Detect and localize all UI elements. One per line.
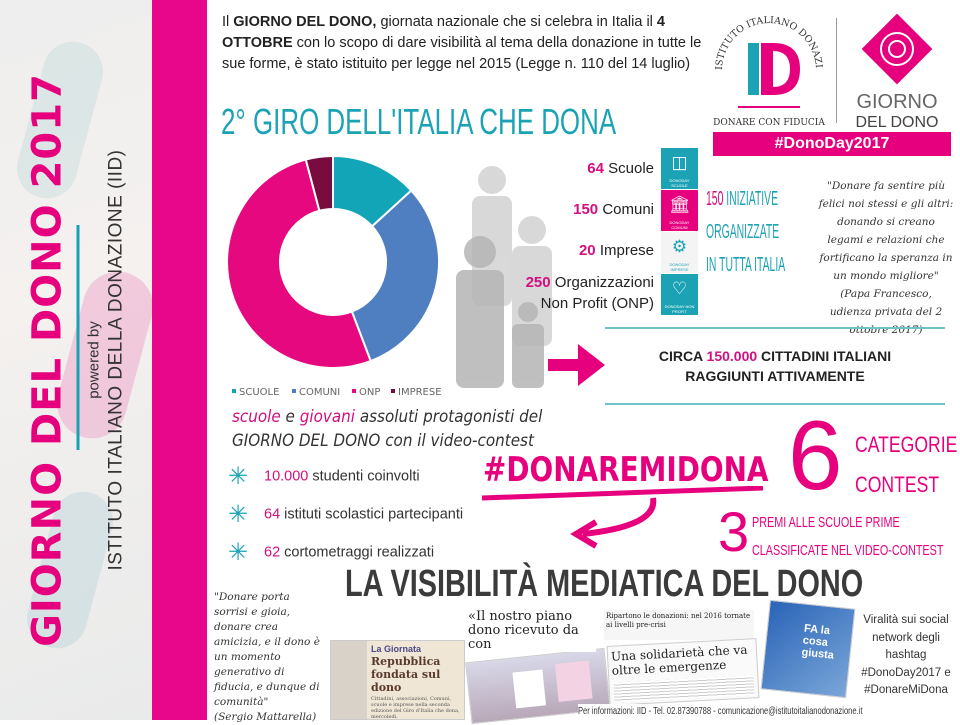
bullet-item: ✳ 10.000 studenti coinvolti [228,463,420,490]
donut-chart: SCUOLE COMUNI ONP IMPRESE [226,154,442,398]
divider [605,403,945,405]
categories-count: 6 [788,400,843,510]
prizes-label: PREMI ALLE SCUOLE PRIME CLASSIFICATE NEL … [752,514,944,559]
arrow-right-icon [548,344,605,386]
legend-swatch [352,389,356,393]
donut-slice-imprese [304,154,334,212]
stat-comuni: 150 Comuni [573,201,654,218]
legend-label: IMPRESE [398,387,442,398]
clipping-solidarieta: Una solidarietà che va oltre le emergenz… [606,638,760,706]
divider [605,327,945,329]
hashtag-banner: #DonoDay2017 [713,132,951,156]
citizens-reached: CIRCA 150.000 CITTADINI ITALIANI RAGGIUNT… [658,348,892,384]
clipping: Ripartono le donazioni: nel 2016 tornate… [604,610,754,640]
categories-label: CATEGORIE CONTEST [855,432,958,497]
giro-title: 2° GIRO DELL'ITALIA CHE DONA [221,101,617,142]
pink-bar [152,0,207,720]
donut-slice-onp [226,158,372,369]
tv-screenshot: FA la cosa giusta [760,599,856,699]
giorno-del-dono-logo: GIORNO DEL DONO [840,12,955,131]
town-hall-icon: 🏛 DONODAY COMUNI [661,190,698,231]
bullet-item: ✳ 64 istituti scolastici partecipanti [228,501,464,528]
heart-icon: ♡ DONODAY NON PROFIT [661,274,698,315]
institute-name: ISTITUTO ITALIANO DELLA DONAZIONE (IID) [105,149,127,571]
asterisk-icon: ✳ [228,463,249,490]
asterisk-icon: ✳ [228,539,249,566]
book-icon: ◫ DONODAY SCUOLE [661,148,698,189]
initiatives-text: 150 INIZIATIVE ORGANIZZATE IN TUTTA ITALIA [706,188,786,276]
iid-tagline: DONARE CON FIDUCIA [713,118,825,128]
intro-text: Il GIORNO DEL DONO, giornata nazionale c… [222,14,702,72]
side-title: GIORNO DEL DONO 2017 [24,73,71,647]
stat-scuole: 64 Scuole [587,160,654,177]
iid-logo: ISTITUTO ITALIANO DONAZIONE DONARE CON F… [704,0,830,128]
legend-label: ONP [359,387,380,398]
svg-text:GIORNO: GIORNO [856,91,937,113]
people-icon [456,166,552,388]
pope-quote: "Donare fa sentire più felici noi stessi… [818,180,954,336]
asterisk-icon: ✳ [228,501,249,528]
legend-swatch [391,389,395,393]
gears-icon: ⚙ DONODAY IMPRESE [661,232,698,273]
legend-label: COMUNI [299,387,340,398]
donaremidona-hashtag: #DONAREMIDONA [483,450,769,490]
clipping: «Il nostro piano dono ricevuto da con [466,610,596,652]
curved-arrow-icon [481,486,764,549]
stat-onp: 250 Organizzazioni Non Profit (ONP) [525,274,654,312]
clipping-repubblica: La Giornata Repubblica fondata sul dono … [330,640,465,720]
virality-text: Viralità sui social network degli hashta… [861,614,951,696]
divider [76,225,80,450]
footer-contact: Per informazioni: IID - Tel. 02.87390788… [578,704,863,718]
legend-swatch [232,389,236,393]
prizes-count: 3 [718,500,750,563]
bullet-item: ✳ 62 cortometraggi realizzati [228,539,435,566]
side-panel: GIORNO DEL DONO 2017 powered by ISTITUTO… [0,0,152,720]
legend-swatch [292,389,296,393]
stat-imprese: 20 Imprese [578,242,654,259]
powered-by: powered by [85,321,103,399]
svg-text:DEL DONO: DEL DONO [856,114,939,130]
mattarella-quote: "Donare porta sorrisi e gioia, donare cr… [214,591,320,723]
donut-slice-comuni [350,189,440,363]
video-contest-text: scuole e giovani assoluti protagonisti d… [232,407,543,450]
media-title: LA VISIBILITÀ MEDIATICA DEL DONO [345,563,864,605]
divider [836,18,837,123]
legend-label: SCUOLE [239,387,279,398]
